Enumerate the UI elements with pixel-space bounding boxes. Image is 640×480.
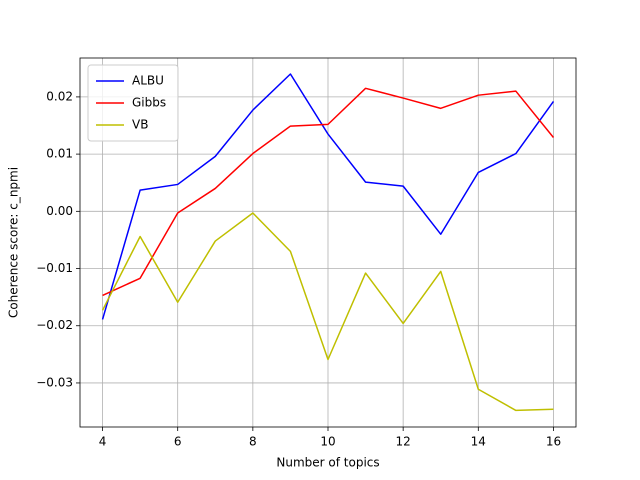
x-tick-label: 6	[174, 435, 182, 449]
x-tick-label: 8	[249, 435, 257, 449]
series-line	[101, 212, 554, 412]
y-tick-label: 0.01	[46, 147, 73, 161]
legend-box	[87, 64, 179, 142]
y-tick-label: 0.00	[46, 204, 73, 218]
plot-frame	[79, 57, 577, 428]
series-line	[101, 73, 555, 320]
series-line	[102, 87, 555, 297]
y-tick-label: −0.02	[36, 318, 73, 332]
y-tick-label: 0.02	[46, 89, 73, 103]
legend-label: ALBU	[132, 74, 164, 88]
y-tick-label: −0.01	[36, 261, 73, 275]
x-tick-label: 12	[396, 435, 411, 449]
x-tick-label: 4	[99, 435, 107, 449]
x-tick-label: 10	[320, 435, 335, 449]
y-axis-label: Coherence score: c_npmi	[7, 167, 21, 318]
y-tick-label: −0.03	[36, 375, 73, 389]
x-axis-label: Number of topics	[276, 456, 379, 470]
legend-label: Gibbs	[132, 96, 166, 110]
legend-label: VB	[132, 118, 148, 132]
x-tick-label: 16	[546, 435, 561, 449]
x-tick-label: 14	[471, 435, 486, 449]
